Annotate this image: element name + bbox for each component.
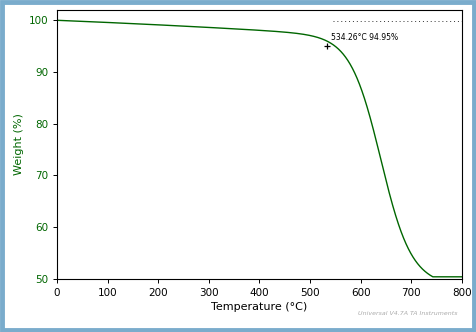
Text: Universal V4.7A TA Instruments: Universal V4.7A TA Instruments [358,311,457,316]
Text: 534.26°C 94.95%: 534.26°C 94.95% [331,33,398,42]
X-axis label: Temperature (°C): Temperature (°C) [211,302,307,312]
Y-axis label: Weight (%): Weight (%) [14,114,24,175]
